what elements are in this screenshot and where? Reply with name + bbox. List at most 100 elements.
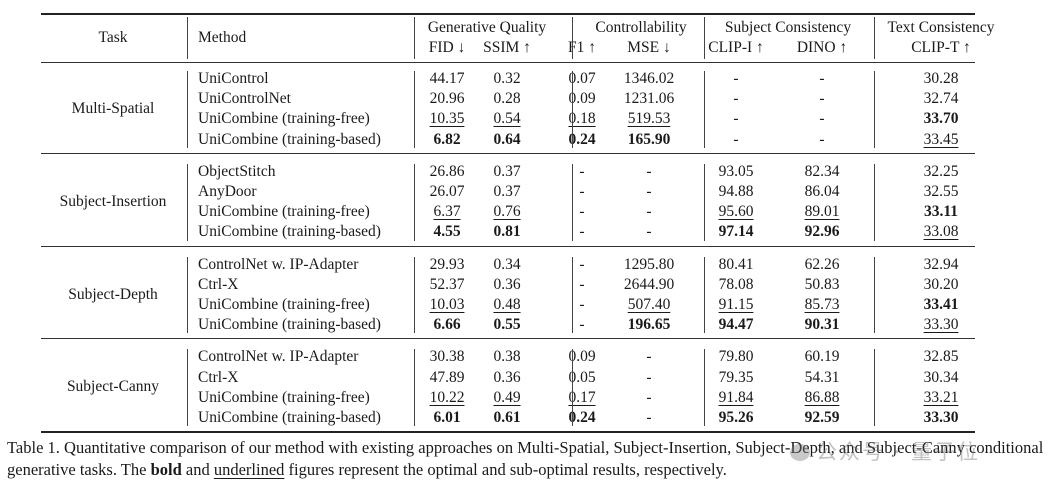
header-metric: DINO ↑	[796, 39, 848, 56]
table-cell: 0.28	[493, 90, 521, 108]
table-cell: 93.05	[718, 162, 754, 180]
task-label: Subject-Insertion	[59, 192, 167, 210]
table-cell: 91.15	[718, 296, 754, 313]
column-divider	[572, 256, 573, 334]
table-cell: -	[733, 110, 739, 128]
table-cell: -	[733, 70, 739, 87]
table-cell: -	[579, 223, 585, 241]
table-cell: 2644.90	[623, 275, 675, 293]
header-group: Text Consistency	[887, 19, 995, 36]
table-cell: -	[579, 275, 585, 293]
table-cell: 6.66	[433, 316, 461, 334]
column-divider	[572, 17, 573, 59]
method-name: UniCombine (training-based)	[198, 223, 381, 241]
column-divider	[572, 163, 573, 241]
method-name: Ctrl-X	[198, 368, 239, 386]
column-divider	[572, 349, 573, 427]
table-cell: 507.40	[627, 296, 671, 313]
method-name: UniCombine (training-free)	[198, 296, 370, 313]
table-cell: -	[579, 203, 585, 221]
column-divider	[414, 71, 415, 148]
method-name: ControlNet w. IP-Adapter	[198, 255, 359, 273]
table-cell: 0.64	[493, 130, 521, 148]
column-divider	[414, 163, 415, 241]
table-cell: 82.34	[804, 162, 840, 180]
table-cell: -	[579, 316, 585, 334]
table-cell: 0.37	[493, 183, 521, 200]
column-divider	[874, 349, 875, 427]
table-cell: -	[733, 130, 739, 148]
table-cell: 85.73	[804, 296, 840, 313]
table-cell: 26.86	[429, 162, 465, 180]
table-cell: 0.05	[568, 368, 596, 386]
column-divider	[414, 17, 415, 59]
table-cell: -	[819, 90, 825, 108]
column-divider	[704, 163, 705, 241]
table-cell: 92.59	[804, 409, 840, 426]
table-cell: 32.74	[923, 90, 959, 108]
table-cell: 89.01	[804, 203, 840, 221]
column-divider	[704, 71, 705, 148]
table-cell: 90.31	[804, 316, 840, 334]
table-cell: 30.20	[923, 275, 959, 293]
table-cell: -	[579, 183, 585, 200]
column-divider	[874, 256, 875, 334]
caption-underlined-word: underlined	[213, 460, 285, 479]
table-cell: 62.26	[804, 255, 840, 273]
table-cell: 0.17	[568, 388, 596, 406]
table-cell: 0.36	[493, 368, 521, 386]
task-label: Multi-Spatial	[71, 100, 155, 117]
wechat-icon	[790, 444, 810, 461]
table-cell: -	[646, 223, 652, 241]
method-name: Ctrl-X	[198, 275, 239, 293]
table-cell: 0.81	[493, 223, 521, 241]
table-cell: 33.70	[923, 110, 959, 128]
header-rule	[41, 62, 975, 63]
method-name: UniControl	[198, 70, 269, 87]
table-cell: 32.55	[923, 183, 959, 200]
column-divider	[187, 256, 188, 334]
table-cell: 165.90	[627, 130, 671, 148]
table-cell: 0.09	[568, 348, 596, 366]
table-cell: 32.85	[923, 348, 959, 366]
table-cell: 0.07	[568, 70, 596, 87]
column-divider	[187, 71, 188, 148]
table-cell: 79.80	[718, 348, 754, 366]
table-cell: 33.45	[923, 130, 959, 148]
table-cell: 26.07	[429, 183, 465, 200]
caption-text: and	[181, 460, 214, 479]
table-cell: 10.03	[429, 296, 465, 313]
method-name: UniCombine (training-based)	[198, 130, 381, 148]
task-label: Subject-Depth	[68, 285, 158, 303]
table-cell: 1346.02	[623, 70, 675, 87]
column-divider	[874, 17, 875, 59]
table-cell: 86.88	[804, 388, 840, 406]
table-cell: 4.55	[433, 223, 461, 241]
caption-text: figures represent the optimal and sub-op…	[284, 460, 727, 479]
table-cell: 92.96	[804, 223, 840, 241]
column-divider	[704, 17, 705, 59]
table-cell: 30.34	[923, 368, 959, 386]
method-name: UniCombine (training-based)	[198, 409, 381, 426]
header-metric: MSE ↓	[627, 39, 671, 56]
table-cell: 29.93	[429, 255, 465, 273]
header-group: Generative Quality	[427, 19, 547, 36]
section-rule	[41, 245, 975, 247]
table-cell: -	[733, 90, 739, 108]
table-cell: 50.83	[804, 275, 840, 293]
table-cell: 0.49	[493, 388, 521, 406]
table-cell: 32.25	[923, 162, 959, 180]
method-name: ObjectStitch	[198, 162, 276, 180]
table-cell: 10.35	[429, 110, 465, 128]
table-cell: 10.22	[429, 388, 465, 406]
table-cell: 0.55	[493, 316, 521, 334]
section-rule	[41, 431, 975, 434]
task-label: Subject-Canny	[66, 378, 160, 396]
table-cell: 0.24	[568, 409, 596, 426]
header-task: Task	[98, 29, 128, 46]
table-cell: -	[646, 348, 652, 366]
table-cell: 6.82	[433, 130, 461, 148]
table-cell: -	[819, 130, 825, 148]
column-divider	[704, 256, 705, 334]
table-cell: 79.35	[718, 368, 754, 386]
